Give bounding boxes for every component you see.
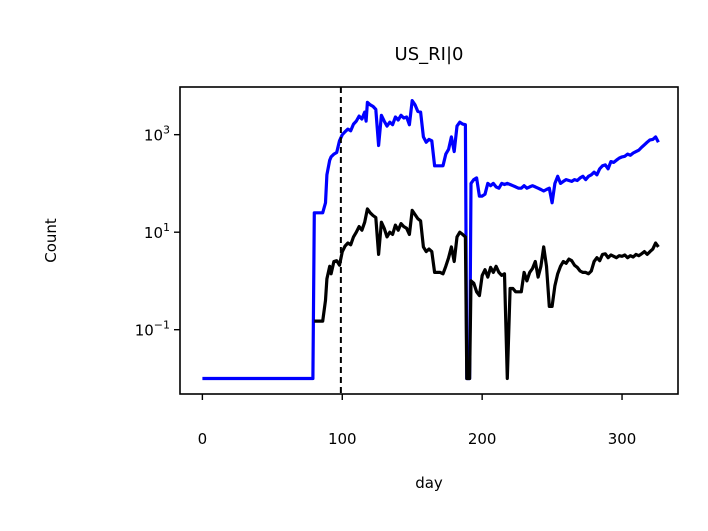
x-axis: 0 100 200 300 — [198, 394, 637, 448]
series-layer — [202, 99, 660, 381]
y-tick-label: 103 — [144, 124, 170, 145]
series-line-2 — [314, 207, 660, 381]
x-tick-label: 100 — [328, 430, 357, 448]
y-tick-label: 10−1 — [135, 319, 170, 340]
series-line-1 — [202, 99, 660, 381]
y-axis-label: Count — [42, 218, 60, 263]
chart-title: US_RI|0 — [395, 44, 464, 65]
y-axis: 10−1 101 103 — [135, 124, 180, 340]
x-tick-label: 0 — [198, 430, 208, 448]
x-tick-label: 300 — [608, 430, 637, 448]
y-tick-label: 101 — [144, 221, 170, 242]
plot-frame — [179, 86, 679, 395]
x-tick-label: 200 — [468, 430, 497, 448]
x-axis-label: day — [415, 474, 443, 492]
